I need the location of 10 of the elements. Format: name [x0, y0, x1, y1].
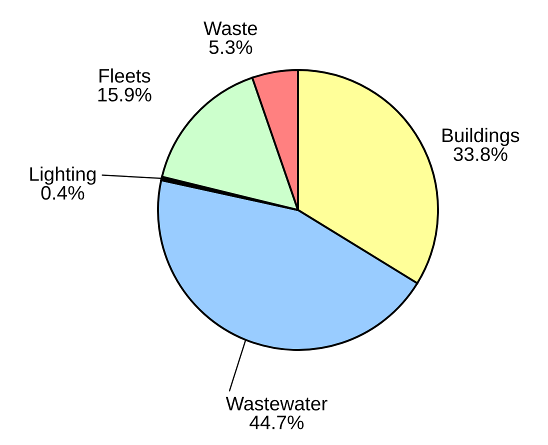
slice-label: Fleets: [100, 68, 150, 83]
slice-label: Waste: [204, 22, 258, 36]
slice-label: Wastewater: [226, 396, 328, 410]
data-label: 5.3%: [209, 40, 252, 54]
data-label: 15.9%: [98, 88, 152, 102]
data-label: 44.7%: [250, 416, 304, 430]
slice-label: Lighting: [30, 166, 96, 185]
data-label: 33.8%: [454, 147, 508, 162]
data-label: 0.4%: [41, 186, 84, 200]
slice-label: Buildings: [442, 128, 520, 146]
